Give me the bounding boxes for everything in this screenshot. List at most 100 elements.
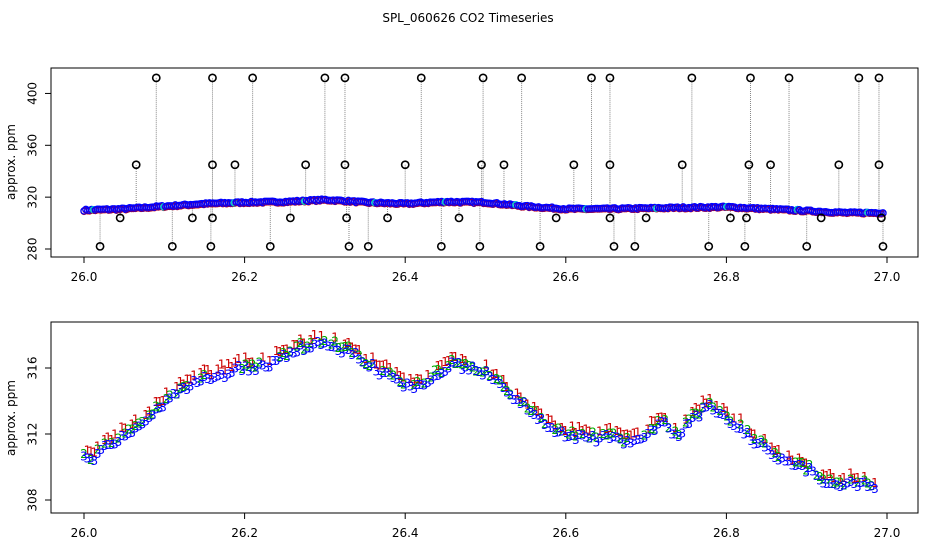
data-point-series-1: 1 (142, 408, 150, 422)
outlier-point (517, 73, 527, 83)
data-point-series-2: 2 (606, 426, 614, 440)
data-point-series-2: 2 (338, 341, 346, 355)
data-point-series-1: 1 (802, 457, 810, 471)
x-tick-label: 26.0 (71, 526, 98, 540)
outlier-point (285, 213, 295, 223)
data-point-series-1: 1 (768, 441, 776, 455)
data-point-series-3: 3 (496, 377, 504, 391)
data-point-series-2: 2 (710, 400, 718, 414)
data-point-series-3: 3 (593, 435, 601, 449)
data-point-series-2: 2 (438, 366, 446, 380)
data-point-series-3: 3 (661, 415, 669, 429)
data-point-series-3: 3 (128, 426, 136, 440)
data-point-series-3: 3 (403, 376, 411, 390)
data-point-series-2: 2 (675, 428, 683, 442)
data-point-series-1: 1 (245, 356, 253, 370)
data-point-series-3: 3 (400, 381, 408, 395)
data-point-series-2: 2 (795, 455, 803, 469)
data-point-series-2: 2 (297, 336, 305, 350)
data-point-series-1: 1 (672, 421, 680, 435)
data-point-series-1: 1 (417, 373, 425, 387)
data-point-series-1: 1 (524, 398, 532, 412)
outlier-point (535, 242, 545, 251)
data-point-series-3: 3 (273, 354, 281, 368)
data-point-series-2: 2 (527, 404, 535, 418)
data-point-series-3: 3 (417, 378, 425, 392)
data-point-series-1: 1 (228, 360, 236, 374)
data-point-series-1: 1 (207, 368, 215, 382)
outlier-point (687, 73, 697, 83)
data-point-series-3: 3 (187, 380, 195, 394)
x-tick-label: 26.2 (231, 270, 258, 284)
marks-bottom: 2313123131233123131231323131232312312323… (80, 328, 879, 496)
data-point-series-3: 3 (317, 338, 325, 352)
x-tick-label: 26.8 (713, 526, 740, 540)
data-point-series-3: 3 (479, 368, 487, 382)
y-tick-label: 316 (26, 357, 40, 380)
data-point-series-3: 3 (541, 418, 549, 432)
data-point-series-3: 3 (610, 430, 618, 444)
outlier-point (320, 73, 330, 83)
data-point-series-3: 3 (761, 440, 769, 454)
data-point-series-2: 2 (146, 409, 154, 423)
data-point-series-2: 2 (802, 463, 810, 477)
data-point-series-1: 1 (369, 350, 377, 364)
data-point-series-3: 3 (359, 355, 367, 369)
data-point-series-3: 3 (713, 406, 721, 420)
data-point-series-1: 1 (407, 372, 415, 386)
data-point-series-1: 1 (204, 363, 212, 377)
data-point-series-3: 3 (510, 393, 518, 407)
data-point-series-3: 3 (207, 373, 215, 387)
data-point-series-1: 1 (651, 414, 659, 428)
data-point-series-3: 3 (307, 342, 315, 356)
data-point-series-2: 2 (108, 436, 116, 450)
data-point-series-2: 2 (716, 404, 724, 418)
data-point-series-3: 3 (345, 343, 353, 357)
data-point-series-3: 3 (283, 351, 291, 365)
data-point-series-3: 3 (276, 351, 284, 365)
outlier-point (416, 73, 426, 83)
data-point-series-1: 1 (696, 402, 704, 416)
data-point-series-1: 1 (534, 404, 542, 418)
data-point-series-2: 2 (599, 427, 607, 441)
data-point-series-3: 3 (156, 401, 164, 415)
data-point-series-3: 3 (854, 480, 862, 494)
outlier-point (740, 242, 750, 251)
data-point-series-1: 1 (445, 354, 453, 368)
data-point-series-3: 3 (503, 386, 511, 400)
data-point-series-2: 2 (379, 364, 387, 378)
data-point-series-1: 1 (572, 426, 580, 440)
data-point-series-3: 3 (679, 427, 687, 441)
outlier-point (878, 242, 888, 251)
data-point-series-3: 3 (727, 417, 735, 431)
data-point-series-1: 1 (104, 430, 112, 444)
data-point-series-1: 1 (706, 392, 714, 406)
data-point-series-2: 2 (115, 432, 123, 446)
outlier-point (802, 242, 812, 251)
data-point-series-3: 3 (421, 378, 429, 392)
data-point-series-2: 2 (685, 412, 693, 426)
data-point-series-3: 3 (173, 387, 181, 401)
data-point-series-2: 2 (249, 357, 257, 371)
data-point-series-2: 2 (837, 476, 845, 490)
data-point-series-3: 3 (809, 465, 817, 479)
outlier-point (344, 242, 354, 251)
data-point-series-3: 3 (290, 347, 298, 361)
data-point-series-1: 1 (703, 396, 711, 410)
data-point-series-1: 1 (132, 412, 140, 426)
data-point-series-2: 2 (500, 380, 508, 394)
data-point-series-3: 3 (864, 480, 872, 494)
data-point-series-3: 3 (424, 376, 432, 390)
data-point-series-1: 1 (644, 422, 652, 436)
data-point-series-3: 3 (211, 371, 219, 385)
data-point-series-3: 3 (204, 372, 212, 386)
data-point-series-1: 1 (448, 350, 456, 364)
data-point-series-3: 3 (830, 477, 838, 491)
data-point-series-1: 1 (342, 337, 350, 351)
data-point-series-2: 2 (696, 408, 704, 422)
data-point-series-3: 3 (84, 451, 92, 465)
data-point-series-3: 3 (668, 427, 676, 441)
data-point-series-3: 3 (280, 348, 288, 362)
data-point-series-3: 3 (627, 436, 635, 450)
